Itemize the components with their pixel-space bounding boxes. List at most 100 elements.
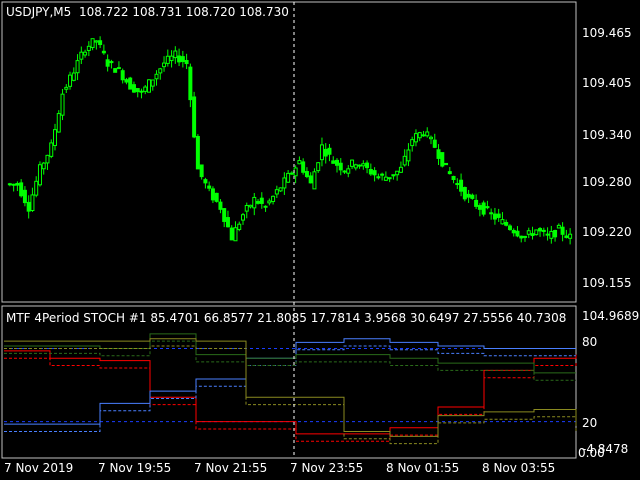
candle-body — [383, 176, 388, 181]
candle-body — [342, 170, 347, 173]
candles-group — [7, 36, 573, 245]
candle-body — [19, 182, 24, 197]
candle-body — [568, 233, 573, 239]
candle-body — [143, 86, 148, 92]
candle-body — [395, 170, 400, 176]
candle-body — [368, 168, 373, 175]
price-tick: 109.405 — [582, 76, 632, 90]
time-label: 7 Nov 21:55 — [194, 461, 268, 475]
candle-body — [263, 205, 268, 208]
price-tick: 109.465 — [582, 26, 632, 40]
price-tick: 109.155 — [582, 276, 632, 290]
candle-body — [451, 175, 456, 180]
candle-body — [560, 226, 565, 235]
candle-body — [120, 70, 125, 81]
candle-body — [109, 61, 114, 64]
candle-body — [425, 131, 430, 137]
candle-body — [350, 159, 355, 167]
candle-body — [214, 192, 219, 202]
candle-body — [222, 208, 227, 222]
candle-body — [188, 66, 193, 101]
candle-body — [53, 129, 57, 146]
candle-body — [511, 229, 516, 234]
candle-body — [169, 55, 174, 62]
candle-body — [248, 204, 253, 208]
candle-body — [71, 72, 76, 81]
candle-body — [131, 84, 136, 93]
indicator-max-label: 104.9689 — [582, 309, 640, 323]
candle-body — [244, 205, 249, 212]
candle-body — [218, 201, 223, 210]
candle-body — [165, 55, 170, 64]
candle-body — [274, 189, 279, 195]
candle-body — [421, 134, 426, 137]
candle-body — [436, 149, 441, 159]
indicator-min-label: -4.8478 — [582, 442, 629, 456]
candle-body — [64, 86, 69, 90]
level-80-label: 80 — [582, 335, 598, 349]
candle-body — [86, 45, 91, 51]
candle-body — [410, 139, 415, 147]
candle-body — [519, 235, 524, 239]
candle-body — [504, 221, 509, 226]
candle-body — [184, 60, 189, 65]
candle-body — [256, 201, 261, 204]
candle-body — [327, 147, 332, 155]
candle-body — [68, 74, 73, 87]
candle-body — [455, 183, 460, 186]
candle-body — [466, 193, 471, 198]
candle-body — [229, 227, 234, 241]
candle-body — [526, 230, 531, 235]
candle-body — [492, 213, 497, 220]
candle-body — [413, 133, 418, 143]
candle-body — [316, 162, 321, 172]
price-tick: 109.340 — [582, 128, 632, 142]
candle-body — [549, 230, 554, 239]
stochastic-lines — [4, 333, 577, 445]
candle-body — [459, 179, 464, 192]
candle-body — [180, 56, 185, 63]
candle-body — [338, 162, 343, 171]
candle-body — [293, 167, 298, 177]
symbol-label: USDJPY,M5 — [6, 5, 72, 19]
candle-body — [259, 197, 264, 204]
candle-body — [286, 172, 291, 183]
candle-body — [241, 214, 245, 221]
candle-body — [387, 177, 392, 180]
candle-body — [83, 51, 88, 56]
time-label: 8 Nov 03:55 — [482, 461, 556, 475]
candle-body — [297, 160, 302, 165]
candle-body — [432, 139, 437, 148]
level-20-label: 20 — [582, 416, 598, 430]
candle-body — [192, 96, 197, 138]
candle-body — [113, 68, 118, 73]
stoch-signal-line — [4, 340, 576, 381]
candle-body — [128, 77, 133, 90]
candle-body — [496, 213, 501, 218]
candle-body — [429, 136, 433, 140]
candle-body — [474, 199, 479, 207]
candle-body — [372, 170, 377, 176]
candle-body — [11, 183, 16, 186]
candle-body — [357, 164, 362, 167]
indicator-frame — [1, 305, 577, 459]
candle-body — [173, 50, 178, 59]
candle-body — [444, 162, 449, 166]
candle-body — [7, 183, 12, 186]
candle-body — [346, 168, 351, 174]
candle-body — [470, 194, 475, 199]
candle-body — [252, 196, 257, 209]
ohlc-values: 108.722 108.731 108.720 108.730 — [78, 5, 289, 19]
time-label: 8 Nov 01:55 — [386, 461, 460, 475]
candle-body — [331, 160, 336, 164]
candle-body — [37, 164, 42, 186]
candle-body — [233, 227, 238, 242]
candle-body — [98, 40, 103, 46]
candle-body — [26, 201, 31, 212]
indicator-header: MTF 4Period STOCH #1 85.4701 66.8577 21.… — [6, 311, 567, 325]
candle-body — [30, 194, 35, 212]
candle-body — [90, 38, 95, 48]
candle-body — [353, 164, 358, 169]
